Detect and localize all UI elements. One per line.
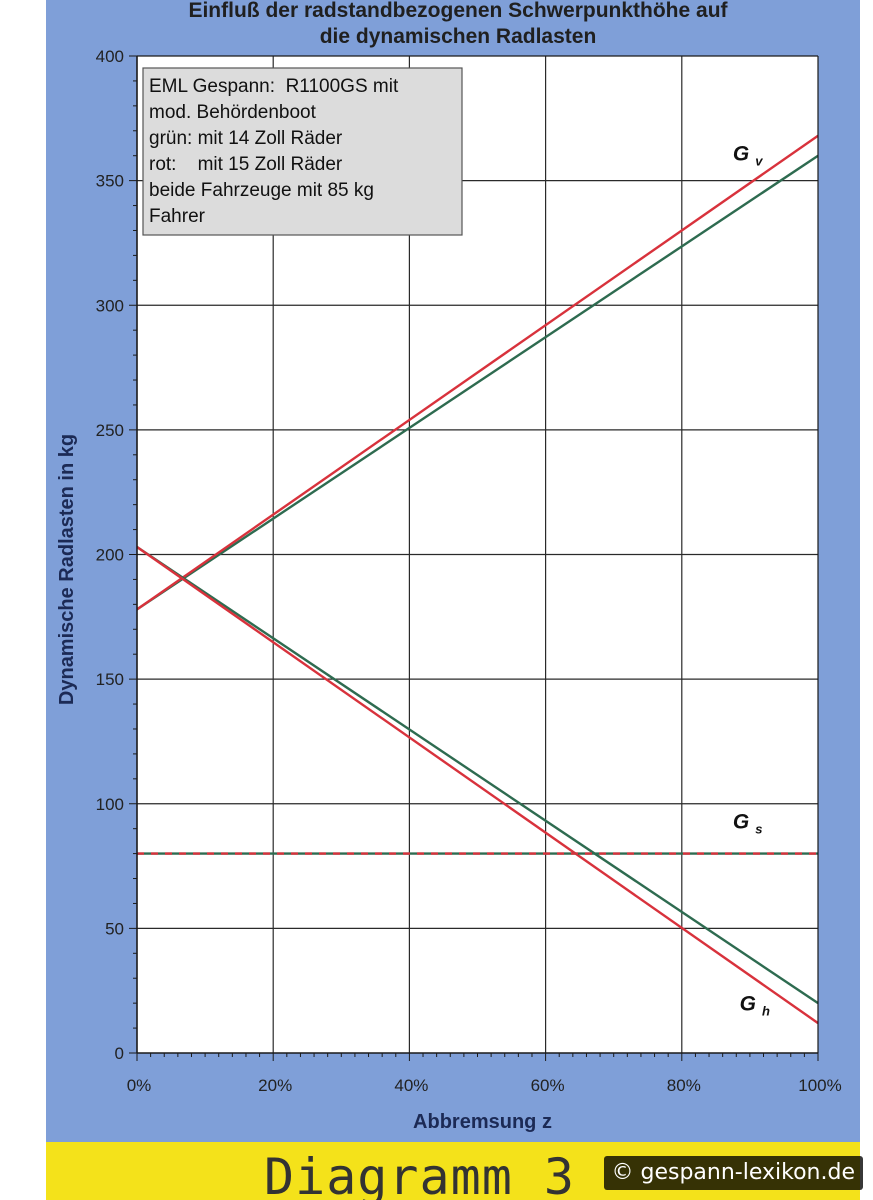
y-tick-label: 250 <box>96 421 124 440</box>
copyright-badge: © gespann-lexikon.de <box>603 1156 863 1190</box>
y-tick-label: 100 <box>96 795 124 814</box>
chart-titles: Einfluß der radstandbezogenen Schwerpunk… <box>188 0 728 48</box>
y-tick-label: 400 <box>96 47 124 66</box>
series-line-gv-red <box>136 134 819 611</box>
x-tick-label: 100% <box>798 1076 841 1095</box>
y-tick-label: 350 <box>96 172 124 191</box>
x-tick-label: 80% <box>667 1076 701 1095</box>
x-tick-label: 40% <box>394 1076 428 1095</box>
axes: 0 50 100 150 200 250 300 350 400 0% 20% 40% 60% 80% 10… <box>56 47 842 1133</box>
legend-line: grün: mit 14 Zoll Räder <box>149 128 343 149</box>
legend-line: rot: mit 15 Zoll Räder <box>149 154 343 175</box>
x-axis-label: Abbremsung z <box>413 1111 552 1133</box>
legend-background <box>142 67 463 236</box>
x-tick-label: 20% <box>258 1076 292 1095</box>
chart-title-line: Einfluß der radstandbezogenen Schwerpunk… <box>188 0 728 22</box>
legend-box: EML Gespann: R1100GS mit mod. Behördenboo… <box>142 67 463 236</box>
y-tick-label: 200 <box>96 546 124 565</box>
legend-line: EML Gespann: R1100GS mit <box>149 76 399 97</box>
series-line-gv-green <box>136 154 819 611</box>
y-tick-label: 300 <box>96 296 124 315</box>
series-line-gh-red <box>136 546 819 1025</box>
braking-load-chart: EML Gespann: R1100GS mit mod. Behördenboo… <box>56 0 842 1133</box>
legend-line: Fahrer <box>149 206 206 227</box>
grid <box>137 56 818 1053</box>
chart-title-line: die dynamischen Radlasten <box>320 25 597 48</box>
y-tick-label: 150 <box>96 670 124 689</box>
legend-line: beide Fahrzeuge mit 85 kg <box>149 180 374 201</box>
y-axis-label: Dynamische Radlasten in kg <box>56 434 78 705</box>
x-tick-label: 0% <box>127 1076 152 1095</box>
legend-line: mod. Behördenboot <box>149 102 317 123</box>
footer-caption: Diagramm 3 <box>264 1148 576 1200</box>
series-line-gh-green <box>136 546 819 1005</box>
x-tick-label: 60% <box>531 1076 565 1095</box>
y-tick-label: 0 <box>115 1044 124 1063</box>
series-group <box>136 134 819 1025</box>
y-tick-label: 50 <box>105 919 124 938</box>
